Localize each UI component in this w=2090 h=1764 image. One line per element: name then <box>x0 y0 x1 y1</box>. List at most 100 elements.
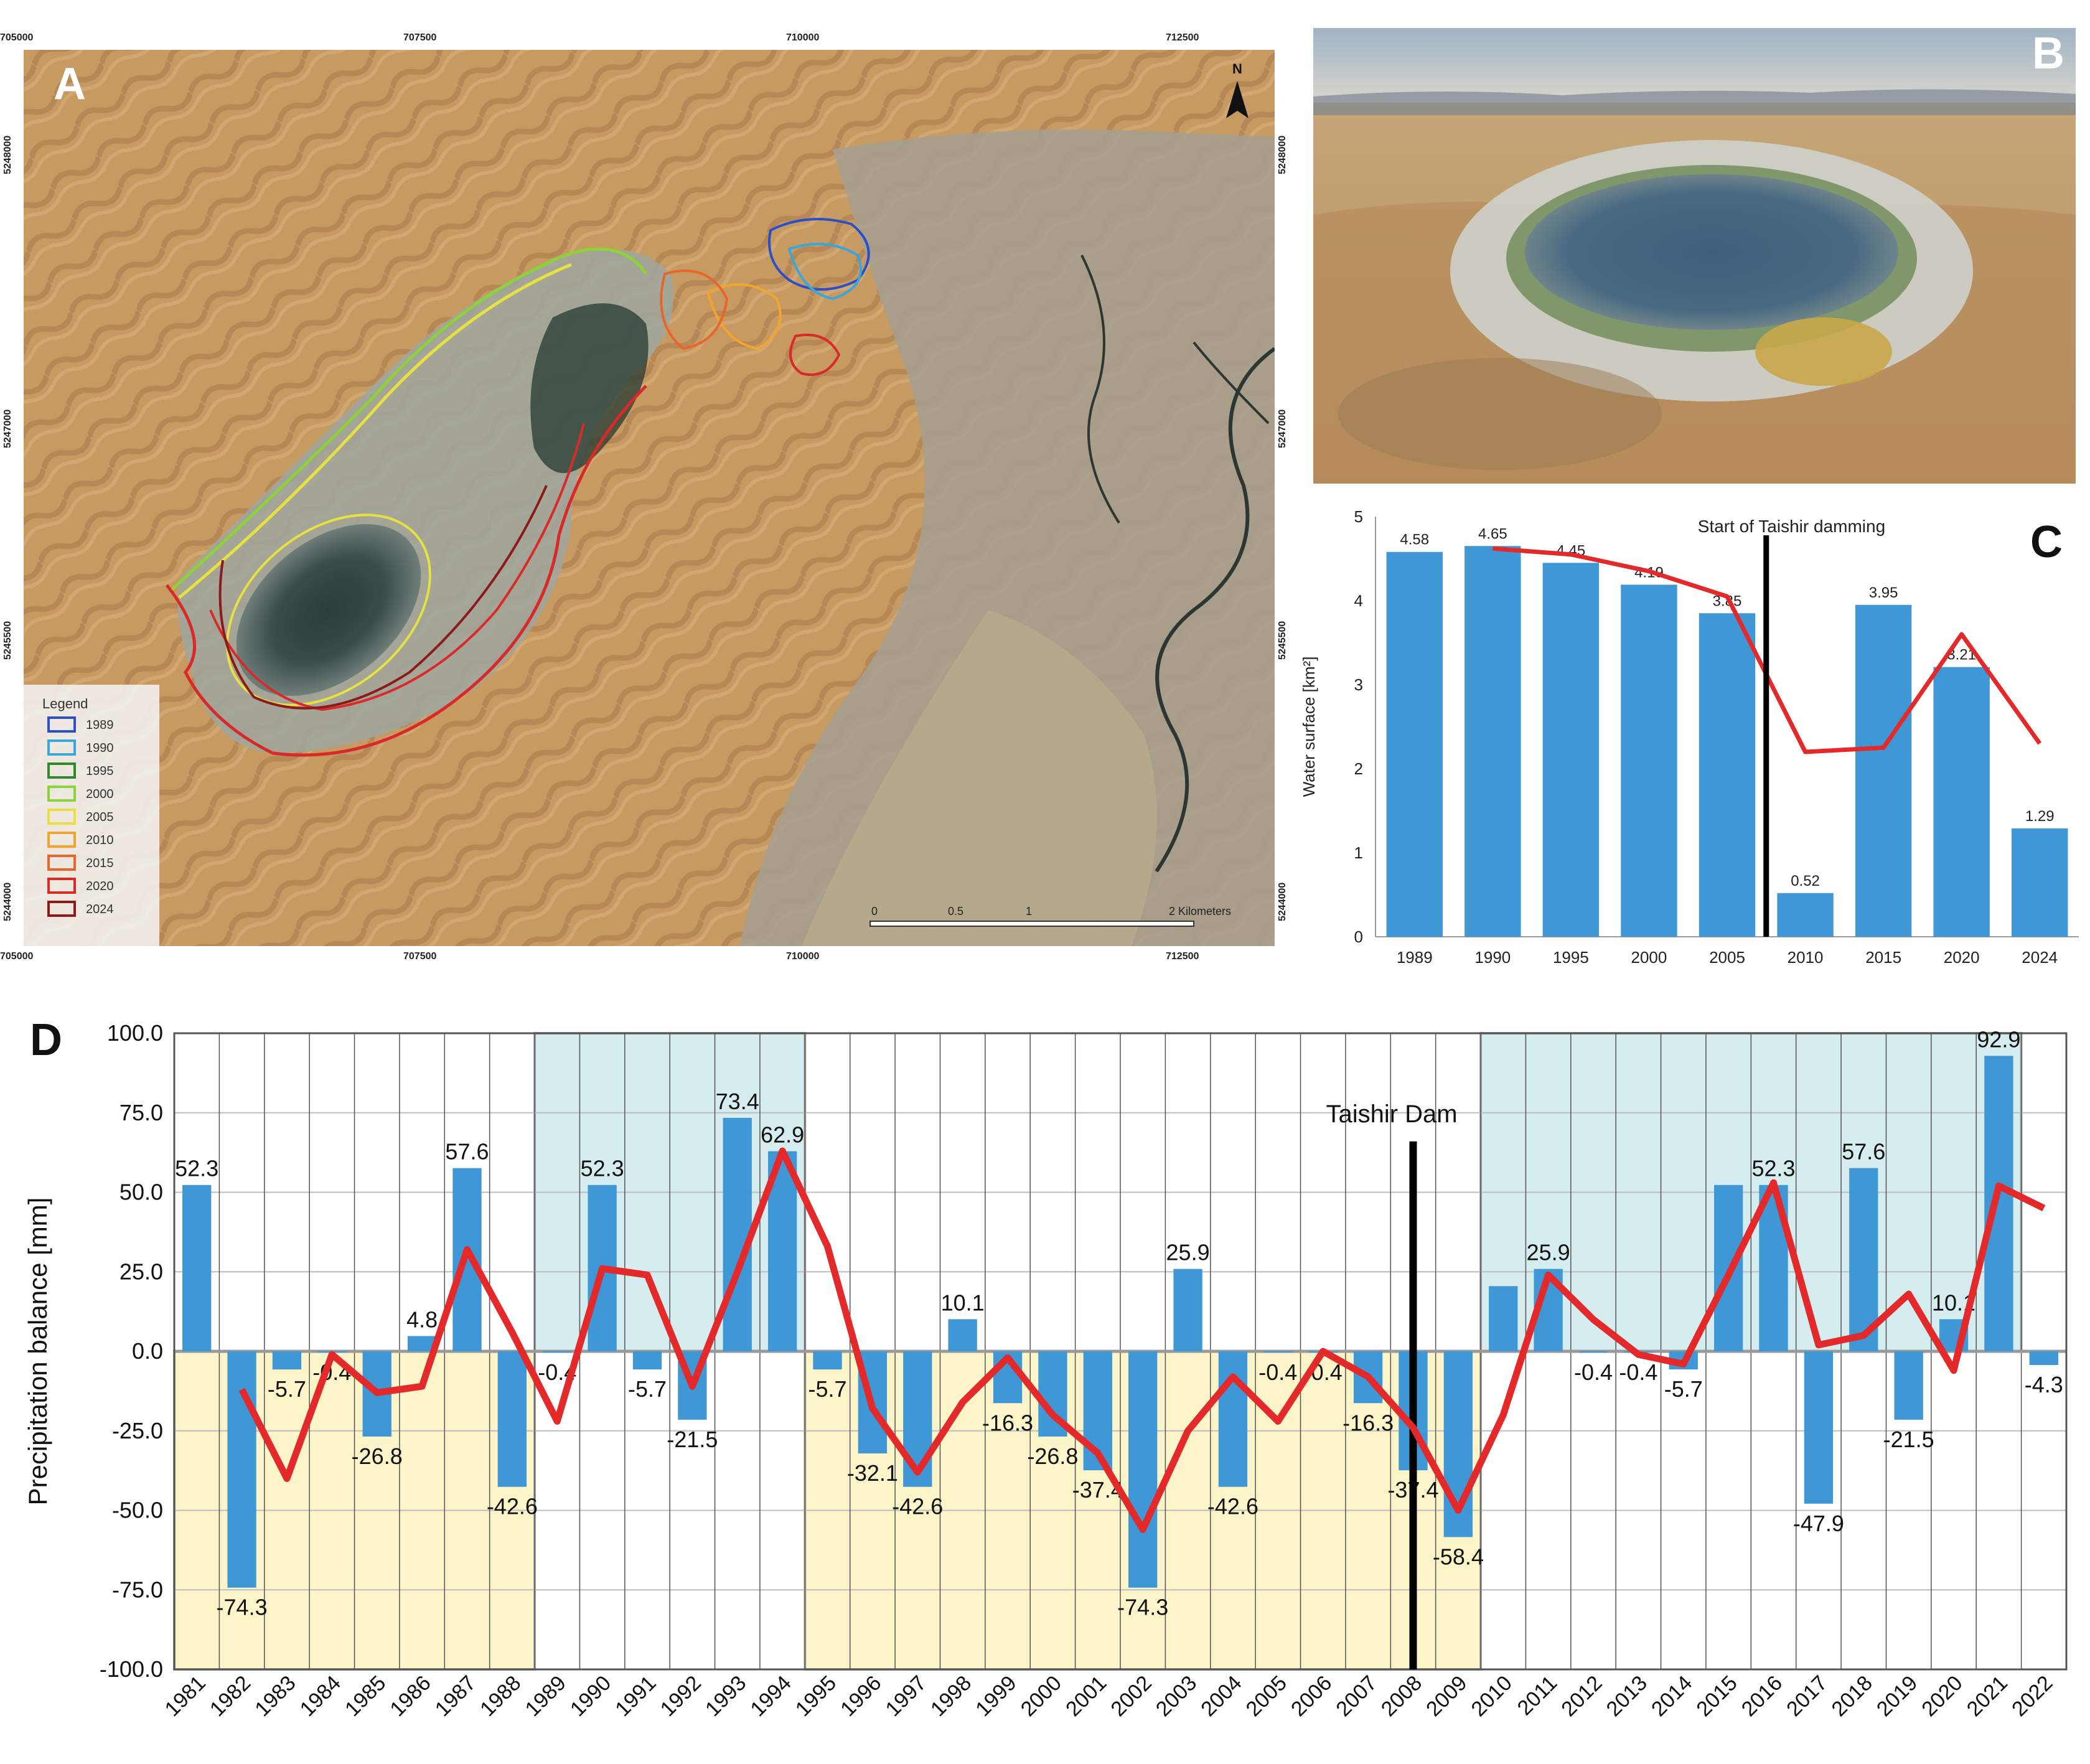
data-label: -5.7 <box>268 1376 306 1402</box>
legend-swatch <box>47 901 76 917</box>
bar <box>632 1351 662 1370</box>
data-label: -58.4 <box>1433 1544 1484 1569</box>
x-tick-label: 2018 <box>1827 1671 1877 1721</box>
bar <box>1464 546 1521 937</box>
y-tick-label: 100.0 <box>107 1020 163 1046</box>
x-tick-label: 1981 <box>160 1671 210 1721</box>
x-tick-label: 2017 <box>1782 1671 1832 1721</box>
legend-label: 1995 <box>86 764 114 778</box>
panel-c-chart: 0 1 2 3 4 5 4.58 1989 4.65 1990 4.45 1995 4.19 2000 3.… <box>1295 498 2090 983</box>
x-tick-label: 2011 <box>1513 1671 1562 1720</box>
bar <box>1489 1286 1518 1351</box>
y-axis-label: Precipitation balance [mm] <box>23 1198 52 1506</box>
data-label: -5.7 <box>808 1376 847 1402</box>
x-tick-label: 1996 <box>836 1671 886 1721</box>
x-tick-label: 2008 <box>1377 1671 1427 1721</box>
x-tick-label: 2020 <box>1944 948 1980 967</box>
x-tick-label: 2006 <box>1286 1671 1336 1721</box>
map-tick: 712500 <box>1166 951 1199 962</box>
data-label: -26.8 <box>352 1443 403 1469</box>
x-tick-label: 1994 <box>746 1671 795 1721</box>
x-tick-label: 2015 <box>1692 1671 1741 1721</box>
x-tick-label: 2015 <box>1865 948 1901 967</box>
map-tick: 5245500 <box>2 621 13 660</box>
x-tick-label: 2019 <box>1872 1671 1922 1721</box>
x-tick-label: 1995 <box>791 1671 841 1721</box>
x-tick-label: 1983 <box>250 1671 300 1721</box>
x-tick-label: 1987 <box>431 1671 480 1721</box>
x-tick-label: 1999 <box>971 1671 1021 1721</box>
legend-swatch <box>47 809 76 825</box>
scale-label: 0 <box>871 905 878 917</box>
x-tick-label: 2000 <box>1631 948 1667 967</box>
y-tick-label: -75.0 <box>112 1577 163 1602</box>
x-tick-label: 1995 <box>1553 948 1589 967</box>
data-label: 73.4 <box>716 1089 759 1114</box>
x-tick-label: 2024 <box>2022 948 2058 967</box>
data-label: -74.3 <box>217 1595 268 1620</box>
satellite-map: 0 0.5 1 2 Kilometers N Legend 1989 1990 19… <box>24 50 1276 946</box>
bar <box>813 1351 842 1370</box>
y-tick-label: 0 <box>1354 927 1363 946</box>
north-arrow-icon: N <box>1226 61 1249 118</box>
north-label: N <box>1232 61 1242 77</box>
data-label: -5.7 <box>1664 1376 1703 1402</box>
data-label: 25.9 <box>1166 1240 1210 1265</box>
data-label: 57.6 <box>445 1139 489 1165</box>
x-tick-label: 1989 <box>1397 948 1433 967</box>
panel-label-a: A <box>54 59 86 109</box>
x-tick-label: 1998 <box>926 1671 976 1721</box>
bar <box>1894 1351 1923 1420</box>
panel-label-b: B <box>2032 29 2064 78</box>
bar <box>1173 1269 1202 1351</box>
map-tick: 5248000 <box>1277 135 1288 174</box>
data-label: -26.8 <box>1027 1443 1078 1469</box>
x-tick-label: 2021 <box>1962 1671 2012 1721</box>
map-tick: 710000 <box>786 32 820 43</box>
y-tick-label: 2 <box>1354 759 1363 778</box>
data-label: -42.6 <box>1207 1494 1258 1519</box>
map-tick: 5247000 <box>2 409 13 448</box>
x-tick-label: 2001 <box>1061 1671 1111 1721</box>
bar <box>1849 1168 1878 1351</box>
bar <box>1777 893 1834 937</box>
aerial-lake-photo <box>1313 28 2076 484</box>
map-tick: 705000 <box>0 32 34 43</box>
data-label: 3.95 <box>1869 584 1898 601</box>
bar <box>1804 1351 1834 1504</box>
data-label: -0.4 <box>1258 1359 1297 1385</box>
bar <box>1542 563 1600 937</box>
data-label: 0.52 <box>1791 873 1820 889</box>
data-label: -16.3 <box>982 1410 1033 1435</box>
data-label: 10.1 <box>941 1290 985 1315</box>
data-label: 52.3 <box>581 1156 624 1181</box>
bar <box>1621 584 1677 937</box>
data-label: -32.1 <box>847 1460 898 1486</box>
map-left-ticks: 5248000 5247000 5245500 5244000 <box>2 50 21 946</box>
data-label: 52.3 <box>1751 1156 1795 1181</box>
bar <box>1218 1351 1248 1487</box>
x-tick-label: 1986 <box>385 1671 435 1721</box>
bar <box>2012 828 2068 937</box>
map-right-ticks: 5248000 5247000 5245500 5244000 <box>1277 50 1296 946</box>
panel-d-chart: -100.0 -75.0 -50.0 -25.0 0.0 25.0 50.0 75.0 100.… <box>12 990 2090 1761</box>
data-label: 57.6 <box>1842 1139 1885 1165</box>
bar <box>543 1351 572 1353</box>
data-label: 52.3 <box>175 1156 218 1181</box>
data-label: -42.6 <box>892 1494 943 1519</box>
y-tick-label: 50.0 <box>119 1180 163 1205</box>
bar <box>1933 667 1990 937</box>
bar <box>497 1351 527 1487</box>
x-tick-label: 1988 <box>476 1671 525 1721</box>
x-tick-label: 2022 <box>2007 1671 2057 1721</box>
x-tick-label: 2020 <box>1917 1671 1967 1721</box>
bar <box>1386 551 1443 937</box>
data-label: -42.6 <box>487 1494 538 1519</box>
plot-frame <box>173 1032 2068 1671</box>
legend-label: 2010 <box>86 833 114 847</box>
data-label: -4.3 <box>2025 1372 2063 1397</box>
x-tick-label: 2010 <box>1467 1671 1517 1721</box>
map-tick: 5245500 <box>1277 621 1288 660</box>
panel-label-c: C <box>2030 517 2063 567</box>
legend-swatch <box>47 832 76 848</box>
